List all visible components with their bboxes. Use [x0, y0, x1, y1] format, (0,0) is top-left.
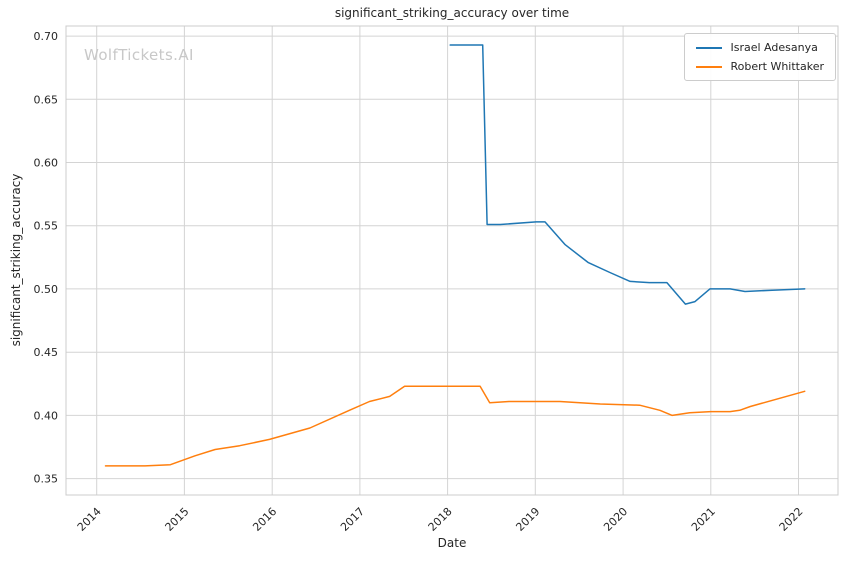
x-tick-label: 2022 [777, 505, 806, 534]
y-tick-label: 0.50 [34, 283, 59, 296]
legend-line-swatch-orange [695, 65, 722, 68]
legend-item-adesanya: Israel Adesanya [695, 41, 825, 54]
x-axis-label: Date [437, 536, 467, 550]
y-tick-label: 0.55 [34, 220, 59, 233]
legend: Israel Adesanya Robert Whittaker [683, 33, 836, 81]
x-tick-label: 2015 [163, 505, 192, 534]
plot-border [65, 25, 839, 496]
y-tick-label: 0.70 [34, 30, 59, 43]
y-tick-label: 0.65 [34, 93, 59, 106]
y-tick-label: 0.35 [34, 473, 59, 486]
x-tick-label: 2016 [250, 505, 279, 534]
legend-label-adesanya: Israel Adesanya [730, 41, 818, 54]
watermark-text: WolfTickets.AI [84, 46, 194, 64]
line-series-0 [449, 44, 806, 305]
y-tick-label: 0.60 [34, 157, 59, 170]
line-series-1 [104, 385, 806, 467]
x-tick-label: 2017 [338, 505, 367, 534]
x-tick-label: 2014 [75, 505, 104, 534]
legend-line-swatch-blue [695, 46, 722, 49]
y-tick-label: 0.40 [34, 409, 59, 422]
legend-item-whittaker: Robert Whittaker [695, 60, 825, 73]
x-tick-label: 2018 [426, 505, 455, 534]
y-tick-label: 0.45 [34, 346, 59, 359]
x-tick-label: 2021 [689, 505, 718, 534]
y-axis-label: significant_striking_accuracy [9, 173, 23, 347]
legend-label-whittaker: Robert Whittaker [730, 60, 825, 73]
x-tick-label: 2019 [513, 505, 542, 534]
chart-title: significant_striking_accuracy over time [334, 6, 570, 20]
x-tick-label: 2020 [601, 505, 630, 534]
